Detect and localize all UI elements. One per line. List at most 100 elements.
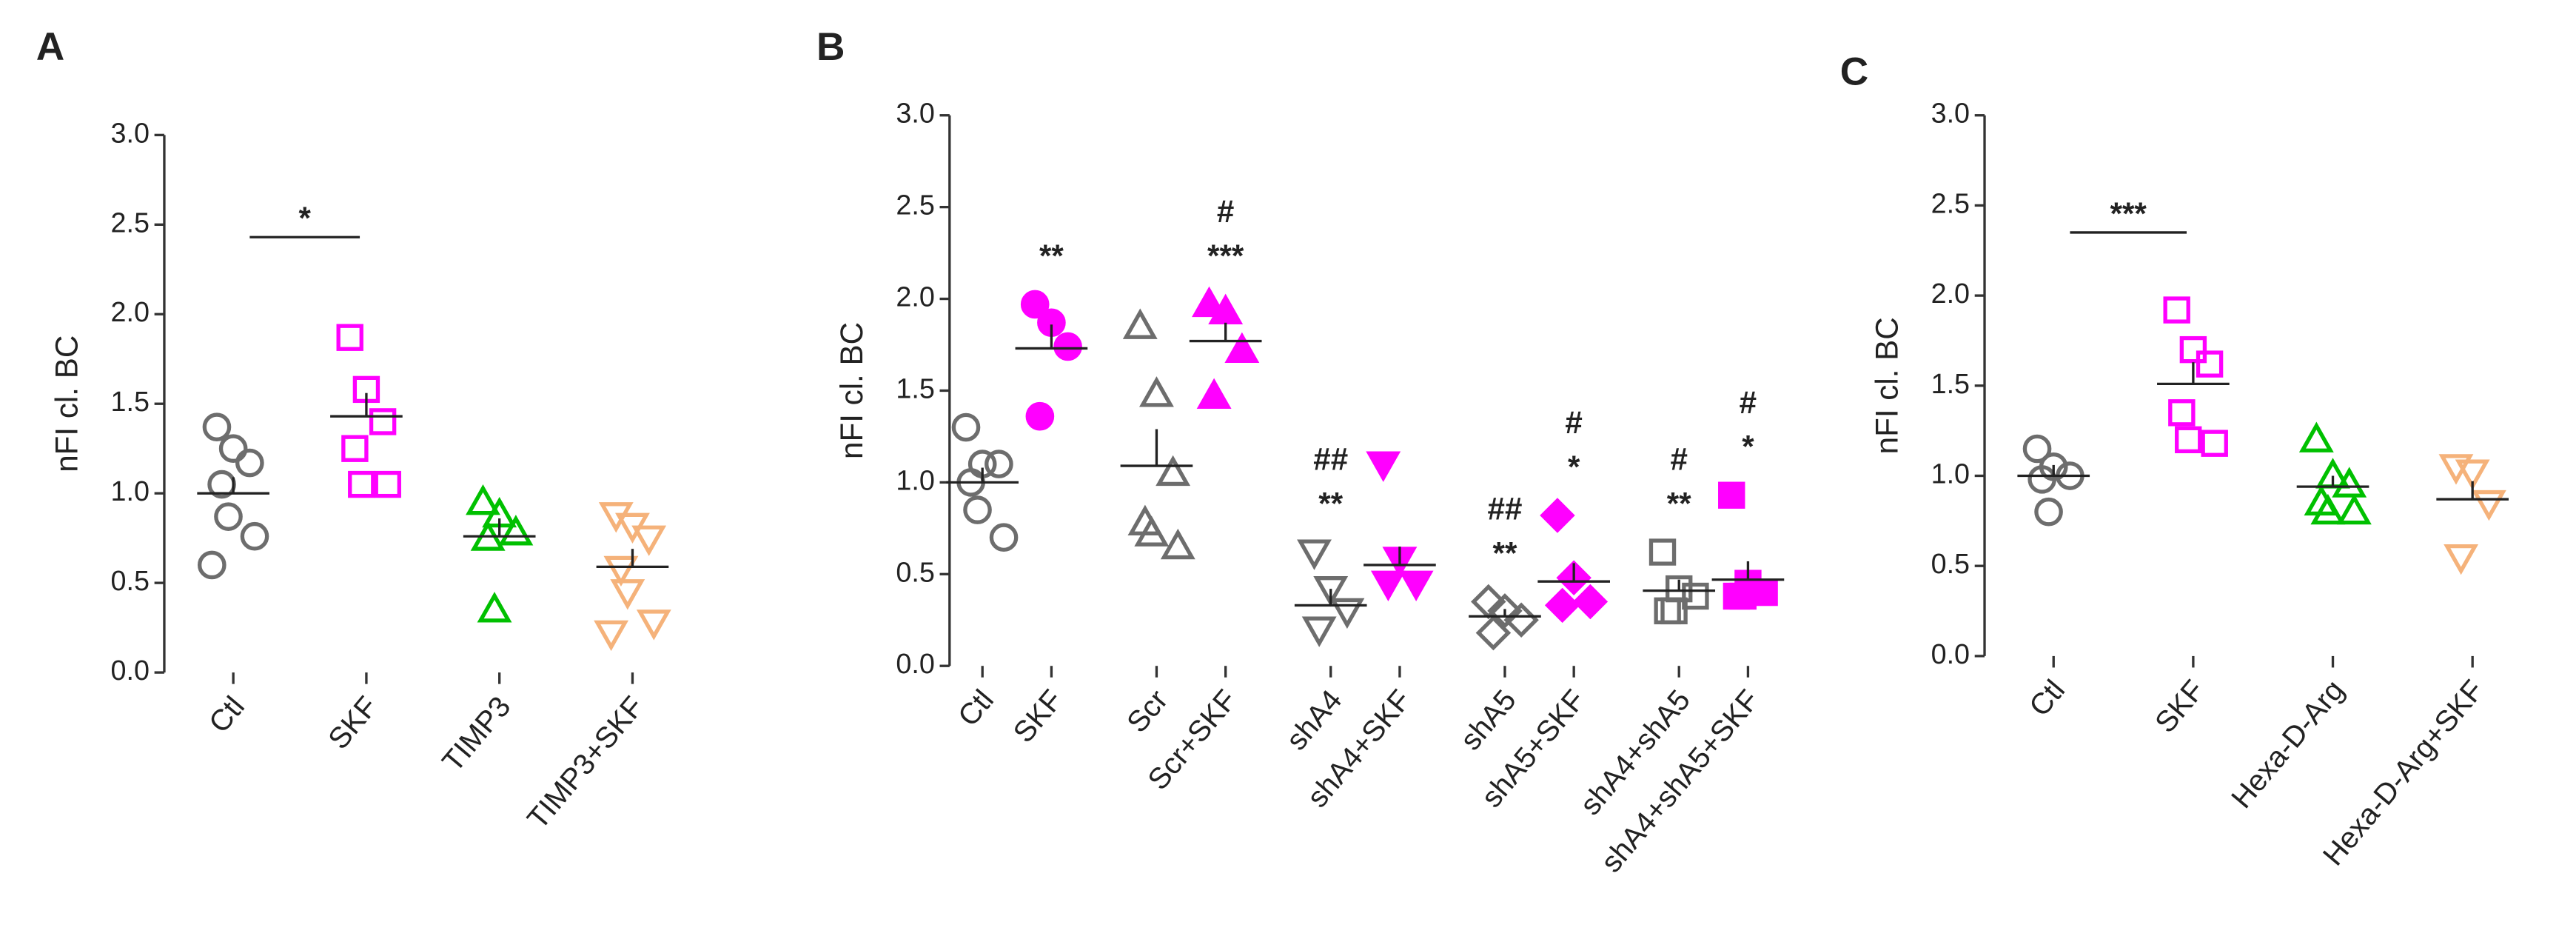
x-tick-label: SKF [1007,684,1070,749]
y-axis-label: nFI cl. BC [834,322,869,459]
data-point [1503,602,1539,638]
data-point [1313,576,1349,607]
y-tick-label: 0.5 [896,556,934,587]
significance-label: ** [1039,238,1064,273]
x-tick-label: Ctl [203,690,251,739]
y-tick-label: 3.0 [111,117,150,148]
data-point [466,484,500,515]
data-point [1475,615,1512,651]
y-tick-label: 1.5 [1931,368,1970,399]
data-point [202,412,232,441]
data-point [636,609,671,641]
y-tick-label: 2.5 [1931,187,1970,218]
data-point [1660,597,1688,625]
data-point [2298,421,2334,452]
data-point [1718,481,1745,509]
data-point [1572,584,1609,620]
data-point [1160,528,1195,560]
data-point [1648,538,1677,566]
data-point [1729,582,1757,610]
data-point [985,450,1013,478]
data-point [1208,293,1244,324]
significance-label: ## [1313,442,1348,477]
data-point [1020,290,1050,319]
y-tick-label: 1.0 [896,464,934,495]
panel-label: C [1840,50,1868,93]
significance-label: ** [1318,487,1343,521]
significance-label: * [1568,450,1580,484]
data-point [214,502,243,531]
data-point [1192,286,1227,318]
data-point [2471,489,2506,521]
data-point [1398,570,1434,601]
y-tick-label: 1.5 [111,386,150,417]
data-point [2168,399,2196,427]
x-tick-label: SKF [322,690,384,755]
x-tick-label: shA5 [1455,684,1523,756]
data-point [2175,426,2202,454]
significance-label: *** [2110,196,2147,231]
data-point [2179,335,2207,364]
data-point [1487,593,1523,629]
data-point [631,525,667,556]
x-tick-label: TIMP3+SKF [521,690,650,835]
significance-label: * [298,201,311,235]
panel-label: B [816,25,845,69]
data-point [2336,493,2372,525]
data-point [197,550,227,580]
data-point [218,434,248,464]
data-point [374,470,401,498]
y-tick-label: 1.5 [896,372,934,404]
y-tick-label: 2.5 [111,207,150,238]
data-point [341,435,369,462]
data-point [348,470,375,498]
data-point [1139,376,1174,407]
data-point [235,448,264,478]
data-point [1122,308,1158,339]
data-point [603,555,639,587]
panel-label: A [36,25,64,69]
y-tick-label: 0.0 [1931,638,1970,669]
x-tick-label: Scr [1121,684,1174,738]
data-point [336,324,363,351]
data-point [1196,378,1232,409]
data-point [2163,296,2190,324]
y-tick-label: 1.0 [111,475,150,507]
x-tick-label: TIMP3 [436,690,517,778]
data-point [1025,401,1055,431]
data-point [2034,497,2063,527]
significance-label: # [1670,442,1687,477]
data-point [1682,582,1709,610]
significance-label: *** [1207,238,1244,273]
data-point [2196,350,2224,378]
significance-label: # [1740,385,1757,420]
data-point [498,515,534,546]
y-tick-label: 0.0 [896,648,934,679]
significance-label: # [1217,194,1234,229]
x-tick-label: Hexa-D-Arg [2225,674,2350,815]
y-tick-label: 1.0 [1931,458,1970,489]
data-point [963,495,992,524]
data-point [2332,467,2367,498]
data-point [2455,459,2490,490]
data-point [1224,332,1260,364]
y-tick-label: 3.0 [1931,98,1970,129]
x-tick-label: shA4 [1280,684,1348,756]
data-point [1329,598,1365,629]
significance-label: ** [1493,535,1517,570]
data-point [1370,570,1406,601]
significance-label: ** [1667,487,1691,521]
x-tick-label: Ctl [952,684,1000,732]
significance-label: # [1565,405,1582,440]
data-point [1053,332,1082,361]
y-tick-label: 2.0 [1931,278,1970,309]
data-point [1297,539,1332,570]
data-point [477,592,512,623]
y-tick-label: 3.0 [896,98,934,129]
data-point [1540,498,1575,533]
